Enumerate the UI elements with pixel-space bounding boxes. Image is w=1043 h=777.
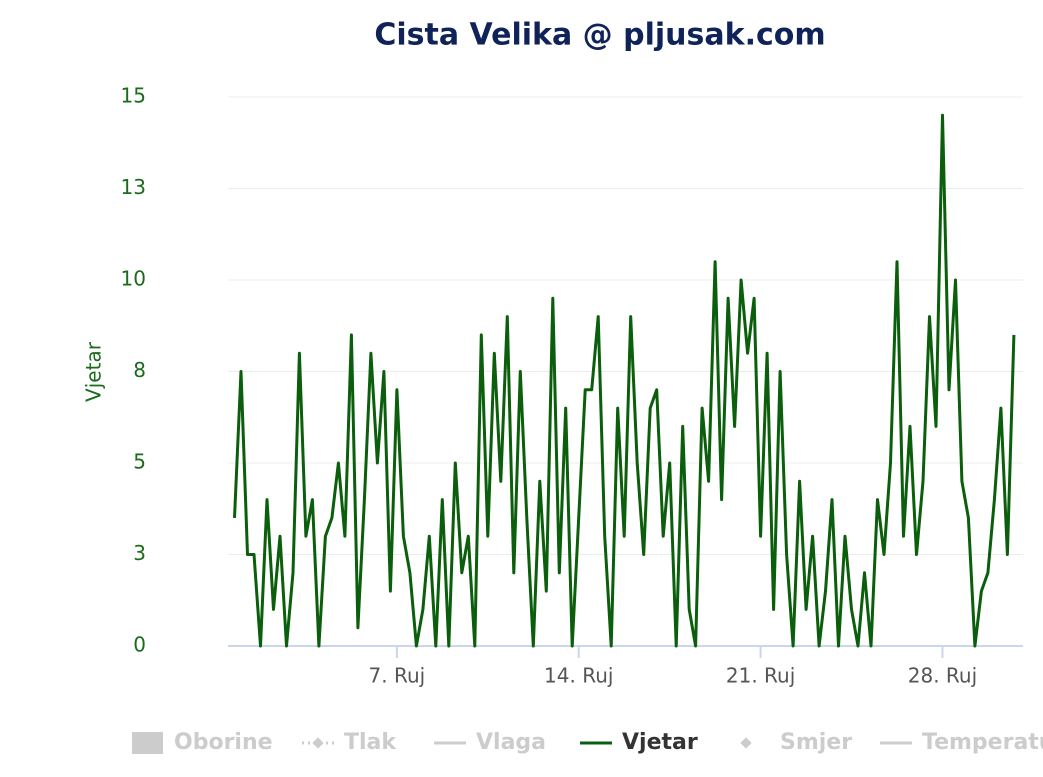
y-tick-label: 3 [133, 541, 146, 565]
legend-item[interactable]: Temperatura [922, 730, 1043, 755]
y-tick-label: 10 [121, 267, 146, 291]
x-tick-label: 14. Ruj [544, 664, 613, 688]
data-line [233, 113, 1016, 648]
legend-symbol [132, 732, 163, 754]
legend-item[interactable]: Vjetar [622, 730, 698, 755]
legend-item[interactable]: Tlak [344, 730, 397, 755]
y-axis-label: Vjetar [82, 341, 106, 402]
legend-symbol [312, 737, 324, 749]
legend-item[interactable]: Vlaga [476, 730, 546, 755]
x-tick-label: 28. Ruj [908, 664, 977, 688]
legend-item[interactable]: Smjer [780, 730, 852, 755]
y-tick-label: 5 [133, 450, 146, 474]
y-tick-label: 0 [133, 633, 146, 657]
x-tick-label: 7. Ruj [369, 664, 426, 688]
chart-title: Cista Velika @ pljusak.com [374, 18, 825, 53]
x-tick-label: 21. Ruj [726, 664, 795, 688]
legend-symbol [740, 737, 752, 749]
y-tick-label: 8 [133, 358, 146, 382]
legend-item[interactable]: Oborine [174, 730, 273, 755]
y-tick-label: 15 [121, 84, 146, 108]
y-tick-label: 13 [121, 175, 146, 199]
